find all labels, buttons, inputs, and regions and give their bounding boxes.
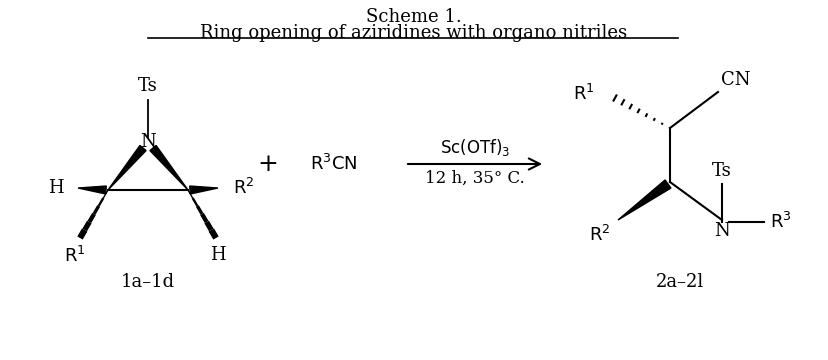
Text: H: H <box>210 246 225 264</box>
Text: $\mathrm{R}^1$: $\mathrm{R}^1$ <box>64 246 85 266</box>
Text: $\mathrm{R}^2$: $\mathrm{R}^2$ <box>233 178 254 198</box>
Text: +: + <box>258 153 278 176</box>
Text: 1a–1d: 1a–1d <box>121 273 175 291</box>
Text: N: N <box>713 222 729 240</box>
Polygon shape <box>78 186 106 194</box>
Text: $\mathrm{R}^3$: $\mathrm{R}^3$ <box>769 212 791 232</box>
Text: $\mathrm{Sc(OTf)_3}$: $\mathrm{Sc(OTf)_3}$ <box>440 137 509 158</box>
Polygon shape <box>108 145 146 190</box>
Polygon shape <box>150 145 188 190</box>
Text: H: H <box>48 179 64 197</box>
Text: 12 h, 35° C.: 12 h, 35° C. <box>425 170 524 187</box>
Polygon shape <box>190 186 218 194</box>
Text: Ring opening of aziridines with organo nitriles: Ring opening of aziridines with organo n… <box>200 24 627 42</box>
Text: $\mathrm{R}^3\mathrm{CN}$: $\mathrm{R}^3\mathrm{CN}$ <box>310 154 357 174</box>
Text: Ts: Ts <box>138 77 157 95</box>
Text: Scheme 1.: Scheme 1. <box>366 8 461 26</box>
Text: $\mathrm{R}^2$: $\mathrm{R}^2$ <box>588 225 609 245</box>
Text: $\mathrm{R}^1$: $\mathrm{R}^1$ <box>573 84 595 104</box>
Text: Ts: Ts <box>711 162 731 180</box>
Polygon shape <box>617 180 670 220</box>
Text: N: N <box>140 133 156 151</box>
Text: 2a–2l: 2a–2l <box>655 273 703 291</box>
Text: CN: CN <box>720 71 749 89</box>
